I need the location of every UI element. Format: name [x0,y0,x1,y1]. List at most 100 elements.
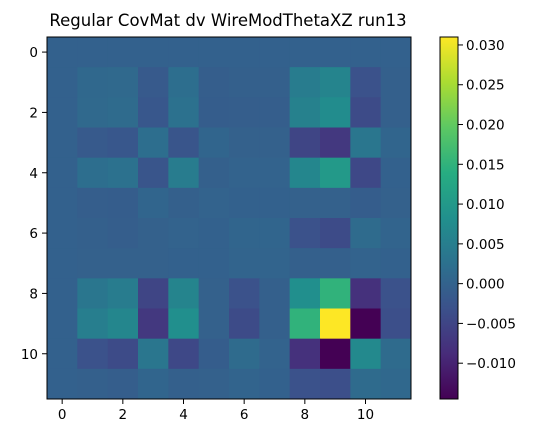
heatmap-cell [77,37,108,68]
heatmap-cell [47,369,78,400]
heatmap-cell [350,248,381,279]
heatmap-cell [168,339,199,370]
heatmap-cell [350,188,381,219]
heatmap-cells [47,37,411,399]
heatmap-cell [47,67,78,98]
heatmap-cell [259,369,290,400]
y-tick-label: 4 [29,166,38,182]
heatmap-cell [259,218,290,249]
heatmap-cell [381,37,412,68]
heatmap-cell [108,158,139,189]
heatmap-cell [108,278,139,309]
heatmap-cell [108,97,139,128]
heatmap-cell [108,37,139,68]
x-tick-label: 10 [357,407,374,423]
heatmap-cell [290,339,321,370]
heatmap-cell [229,218,260,249]
heatmap-cell [199,158,230,189]
heatmap-cell [199,339,230,370]
heatmap-cell [199,218,230,249]
colorbar-tick-label: 0.005 [466,237,505,253]
heatmap-cell [168,218,199,249]
x-tick-label: 6 [240,407,249,423]
heatmap-cell [108,67,139,98]
heatmap-cell [381,67,412,98]
heatmap-cell [259,309,290,340]
heatmap-cell [290,278,321,309]
heatmap-cell [47,278,78,309]
heatmap-cell [108,248,139,279]
heatmap-cell [199,278,230,309]
heatmap-cell [77,188,108,219]
heatmap-cell [138,309,169,340]
heatmap-cell [77,339,108,370]
heatmap-cell [138,158,169,189]
heatmap-cell [381,158,412,189]
colorbar-tick-label: 0.030 [466,38,505,54]
heatmap-cell [108,128,139,159]
heatmap-cell [47,248,78,279]
heatmap-cell [168,37,199,68]
chart-title: Regular CovMat dv WireModThetaXZ run13 [49,11,406,30]
colorbar-tick-label: 0.000 [466,277,505,293]
heatmap-cell [259,67,290,98]
heatmap-cell [290,158,321,189]
heatmap-cell [381,369,412,400]
heatmap-cell [199,37,230,68]
heatmap-cell [350,369,381,400]
heatmap-cell [138,188,169,219]
heatmap-cell [381,188,412,219]
y-tick-label: 10 [21,347,38,363]
heatmap-cell [168,309,199,340]
heatmap-cell [138,37,169,68]
heatmap-cell [77,369,108,400]
heatmap-cell [381,309,412,340]
heatmap-cell [320,218,351,249]
heatmap-cell [259,339,290,370]
colorbar-tick-label: 0.010 [466,197,505,213]
heatmap-cell [199,67,230,98]
heatmap-cell [350,37,381,68]
heatmap-cell [199,188,230,219]
heatmap-cell [199,248,230,279]
heatmap-cell [199,128,230,159]
heatmap-cell [138,278,169,309]
heatmap-cell [199,309,230,340]
heatmap-cell [47,158,78,189]
heatmap-cell [168,97,199,128]
heatmap-cell [259,128,290,159]
heatmap-cell [229,188,260,219]
heatmap-cell [47,128,78,159]
heatmap-cell [290,128,321,159]
heatmap-cell [168,188,199,219]
heatmap-cell [350,278,381,309]
heatmap-cell [138,248,169,279]
heatmap-cell [168,369,199,400]
heatmap-cell [320,339,351,370]
heatmap-cell [229,67,260,98]
heatmap-cell [108,309,139,340]
heatmap-cell [77,97,108,128]
heatmap-cell [350,158,381,189]
heatmap-cell [229,128,260,159]
colorbar-ticks: 0.030 0.025 0.020 0.015 0.010 0.005 0.000 −0.00… [458,38,516,372]
colorbar-tick-label: −0.005 [466,316,516,332]
heatmap-cell [320,97,351,128]
heatmap-cell [350,97,381,128]
heatmap-cell [138,67,169,98]
heatmap-cell [320,278,351,309]
heatmap-cell [320,128,351,159]
colorbar-tick-label: −0.010 [466,356,516,372]
heatmap-cell [381,128,412,159]
heatmap-cell [320,188,351,219]
heatmap-cell [350,67,381,98]
heatmap-cell [320,67,351,98]
heatmap-cell [77,218,108,249]
heatmap-cell [320,369,351,400]
heatmap-cell [229,248,260,279]
heatmap-cell [381,248,412,279]
heatmap-cell [77,309,108,340]
heatmap-cell [290,248,321,279]
heatmap-cell [259,248,290,279]
